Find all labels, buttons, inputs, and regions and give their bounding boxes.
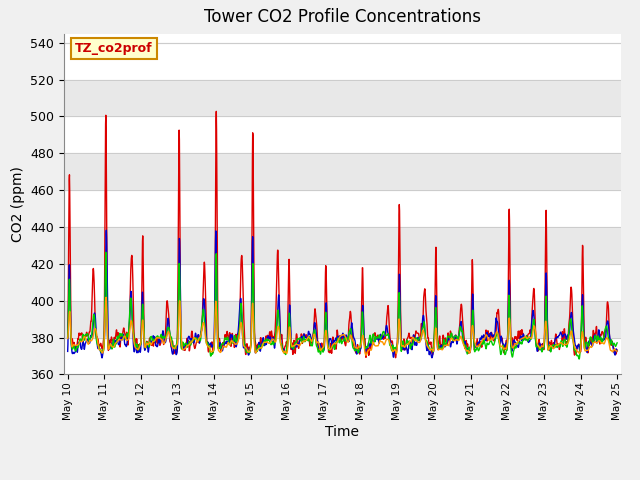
1.8m xyxy=(371,336,378,341)
0.35m xyxy=(565,320,573,326)
6.0m xyxy=(102,250,109,255)
Title: Tower CO2 Profile Concentrations: Tower CO2 Profile Concentrations xyxy=(204,9,481,26)
23.5m xyxy=(218,348,225,354)
0.35m xyxy=(580,334,588,339)
23.5m xyxy=(580,345,588,351)
Bar xyxy=(64,300,621,337)
Text: TZ_co2prof: TZ_co2prof xyxy=(75,42,153,55)
23.5m xyxy=(64,336,72,341)
23.5m xyxy=(362,352,370,358)
Line: 23.5m: 23.5m xyxy=(68,297,617,355)
6.0m xyxy=(575,356,583,362)
23.5m xyxy=(565,337,573,343)
Line: 6.0m: 6.0m xyxy=(68,252,617,359)
6.0m xyxy=(358,309,366,315)
1.8m xyxy=(565,332,573,338)
0.35m xyxy=(371,332,378,337)
1.8m xyxy=(359,302,367,308)
6.0m xyxy=(371,336,378,342)
0.35m xyxy=(613,347,621,353)
1.8m xyxy=(64,348,72,354)
0.35m xyxy=(212,108,220,114)
6.0m xyxy=(613,340,621,346)
0.35m xyxy=(392,355,399,360)
Legend: 0.35m, 1.8m, 6.0m, 23.5m: 0.35m, 1.8m, 6.0m, 23.5m xyxy=(155,476,530,480)
6.0m xyxy=(502,348,510,354)
6.0m xyxy=(580,345,588,350)
Bar xyxy=(64,153,621,190)
Y-axis label: CO2 (ppm): CO2 (ppm) xyxy=(11,166,25,242)
1.8m xyxy=(102,228,110,233)
0.35m xyxy=(358,265,366,271)
23.5m xyxy=(613,348,621,354)
Bar xyxy=(64,80,621,117)
0.35m xyxy=(64,335,72,340)
1.8m xyxy=(613,348,621,354)
1.8m xyxy=(580,339,588,345)
Line: 0.35m: 0.35m xyxy=(68,111,617,358)
23.5m xyxy=(371,342,378,348)
Line: 1.8m: 1.8m xyxy=(68,230,617,358)
1.8m xyxy=(502,341,510,347)
X-axis label: Time: Time xyxy=(325,425,360,440)
6.0m xyxy=(218,343,225,348)
6.0m xyxy=(64,334,72,340)
1.8m xyxy=(218,344,225,350)
23.5m xyxy=(102,294,110,300)
6.0m xyxy=(565,329,573,335)
1.8m xyxy=(98,355,106,361)
0.35m xyxy=(218,348,225,354)
23.5m xyxy=(502,346,510,352)
0.35m xyxy=(502,337,510,343)
23.5m xyxy=(358,333,366,339)
Bar xyxy=(64,227,621,264)
